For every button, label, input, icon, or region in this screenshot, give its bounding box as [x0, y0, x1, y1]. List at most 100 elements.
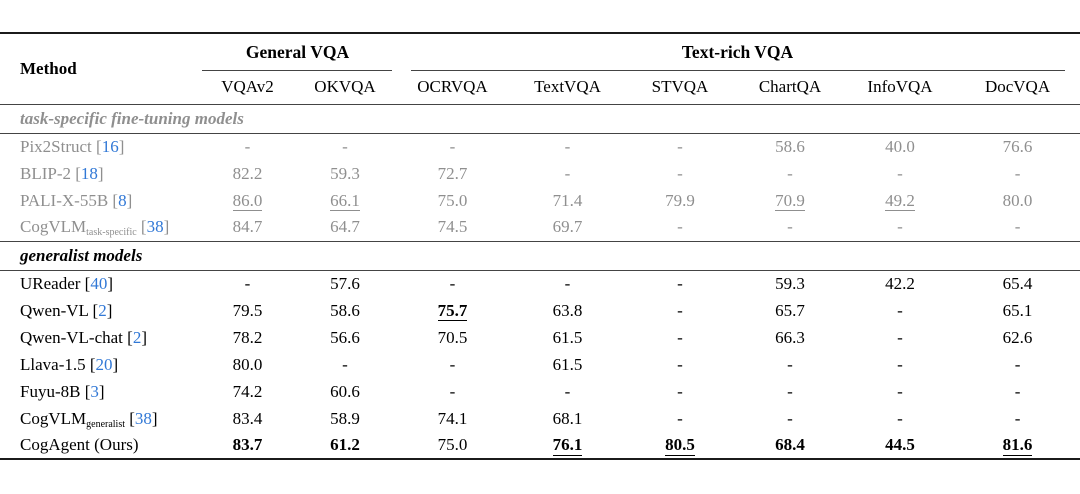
score-cell: - — [845, 378, 955, 405]
citation-ref[interactable]: 38 — [134, 408, 152, 428]
score-cell: - — [625, 160, 735, 187]
score-value: - — [564, 163, 571, 183]
method-subscript: generalist — [86, 418, 125, 430]
score-value: - — [342, 136, 348, 156]
score-value: - — [677, 354, 683, 374]
score-cell: 70.9 — [735, 187, 845, 214]
score-value: - — [677, 136, 683, 156]
score-value: 86.0 — [232, 190, 263, 211]
table-row: Fuyu-8B [3] 74.2 60.6 - - - - - - — [0, 378, 1080, 405]
score-value: - — [1014, 163, 1021, 183]
score-value: - — [897, 408, 903, 428]
score-value: - — [677, 327, 683, 347]
score-value: - — [897, 163, 903, 183]
score-value: 82.2 — [232, 163, 263, 183]
score-cell: 79.5 — [200, 297, 295, 324]
score-cell: 61.5 — [510, 324, 625, 351]
score-value: - — [897, 327, 903, 347]
citation-ref[interactable]: 3 — [90, 381, 99, 401]
score-value: 74.1 — [437, 408, 468, 428]
score-value: 78.2 — [232, 327, 263, 347]
score-cell: 59.3 — [735, 270, 845, 297]
score-cell: 62.6 — [955, 324, 1080, 351]
score-value: 68.1 — [552, 408, 583, 428]
score-value: 76.1 — [552, 435, 583, 456]
score-cell: - — [845, 351, 955, 378]
score-value: - — [342, 354, 348, 374]
score-value: - — [1014, 408, 1021, 428]
citation-ref[interactable]: 40 — [90, 273, 108, 293]
method-cell: Fuyu-8B [3] — [20, 381, 105, 401]
score-cell: 61.2 — [295, 432, 395, 459]
citation-ref[interactable]: 20 — [95, 354, 113, 374]
score-value: 79.9 — [665, 190, 695, 210]
group-header-row: Method General VQA Text-rich VQA — [0, 33, 1080, 78]
score-value: - — [787, 408, 793, 428]
score-value: - — [787, 354, 793, 374]
score-cell: 86.0 — [200, 187, 295, 214]
col-header-docvqa: DocVQA — [955, 71, 1080, 105]
score-cell: - — [955, 378, 1080, 405]
score-cell: - — [510, 160, 625, 187]
method-subscript: task-specific — [86, 227, 137, 239]
citation-ref[interactable]: 2 — [132, 327, 142, 347]
score-cell: - — [510, 270, 625, 297]
score-cell: - — [955, 160, 1080, 187]
score-value: 68.4 — [775, 435, 805, 454]
table-row: Qwen-VL-chat [2] 78.2 56.6 70.5 61.5 - 66.3 - 62… — [0, 324, 1080, 351]
score-cell: 63.8 — [510, 297, 625, 324]
group-rule — [411, 70, 1066, 71]
score-cell: 40.0 — [845, 133, 955, 160]
score-cell: 65.7 — [735, 297, 845, 324]
score-cell: - — [295, 133, 395, 160]
citation-ref[interactable]: 18 — [80, 163, 98, 183]
score-cell: - — [735, 160, 845, 187]
method-cell: PALI-X-55B [8] — [20, 190, 133, 210]
score-cell: 83.4 — [200, 405, 295, 432]
group-text-rich-vqa: Text-rich VQA — [395, 33, 1080, 71]
score-value: 70.9 — [775, 190, 805, 211]
method-cell: Qwen-VL-chat [2] — [20, 327, 147, 347]
score-value: 71.4 — [552, 190, 583, 210]
score-cell: 70.5 — [395, 324, 510, 351]
method-name: Pix2Struct — [20, 136, 92, 156]
score-cell: 59.3 — [295, 160, 395, 187]
score-value: 65.4 — [1002, 273, 1033, 293]
score-value: 49.2 — [885, 190, 915, 211]
section-label: generalist models — [0, 240, 1080, 271]
score-value: 64.7 — [330, 217, 360, 237]
score-value: - — [564, 381, 571, 401]
score-value: - — [1014, 381, 1021, 401]
score-cell: 80.0 — [955, 187, 1080, 214]
score-cell: 66.1 — [295, 187, 395, 214]
score-value: - — [1014, 354, 1021, 374]
score-cell: 78.2 — [200, 324, 295, 351]
score-value: - — [677, 300, 683, 320]
score-value: 66.1 — [330, 190, 360, 211]
score-cell: 75.0 — [395, 187, 510, 214]
score-value: 69.7 — [552, 217, 583, 237]
score-cell: 84.7 — [200, 214, 295, 241]
score-value: 81.6 — [1002, 435, 1033, 456]
citation-ref[interactable]: 8 — [118, 190, 127, 210]
column-header-row: VQAv2 OKVQA OCRVQA TextVQA STVQA ChartQA… — [0, 71, 1080, 105]
score-cell: - — [845, 324, 955, 351]
score-cell: - — [395, 270, 510, 297]
score-cell: 81.6 — [955, 432, 1080, 459]
score-cell: 44.5 — [845, 432, 955, 459]
score-value: - — [449, 381, 456, 401]
col-header-stvqa: STVQA — [625, 71, 735, 105]
score-value: 42.2 — [885, 273, 915, 293]
score-value: - — [897, 300, 903, 320]
score-cell: - — [735, 214, 845, 241]
score-value: 76.6 — [1002, 136, 1033, 156]
group-rule — [202, 70, 392, 71]
col-header-ocrvqa: OCRVQA — [395, 71, 510, 105]
score-value: 80.0 — [232, 354, 263, 374]
score-value: 75.7 — [437, 300, 468, 321]
citation-ref[interactable]: 38 — [146, 217, 164, 237]
score-cell: 56.6 — [295, 324, 395, 351]
citation-ref[interactable]: 2 — [98, 300, 107, 320]
score-value: - — [449, 136, 456, 156]
citation-ref[interactable]: 16 — [101, 136, 119, 156]
